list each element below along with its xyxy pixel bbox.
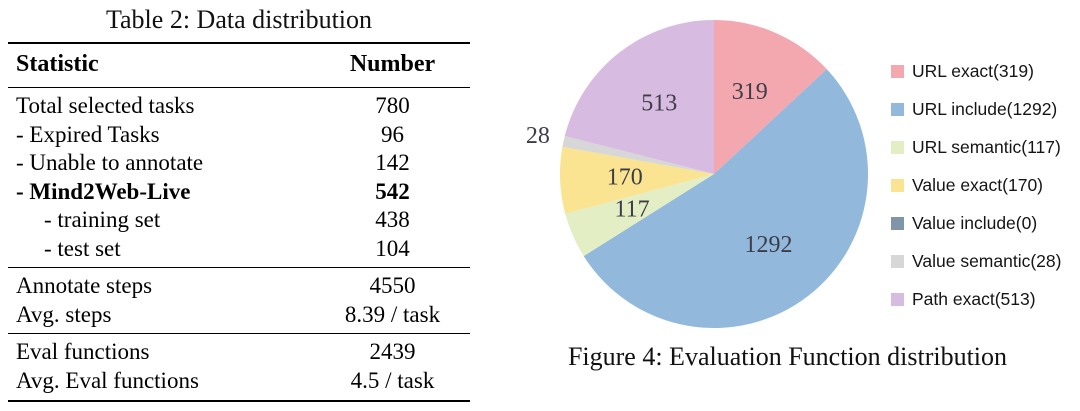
number-cell: 2439 xyxy=(369,339,416,364)
pie-slice-path-exact xyxy=(564,20,714,174)
legend-swatch-icon xyxy=(891,102,904,116)
number-cell: 8.39 / task xyxy=(344,301,441,327)
pie-slice-label: 170 xyxy=(607,165,643,191)
table-row: - training set 438 xyxy=(8,206,470,235)
statistic-cell: - Unable to annotate xyxy=(16,150,204,175)
figure-caption: Figure 4: Evaluation Function distributi… xyxy=(567,342,1008,371)
statistic-cell: Eval functions xyxy=(16,339,150,364)
statistic-cell: - training set xyxy=(44,207,161,232)
legend-label: Path exact(513) xyxy=(912,288,1036,309)
number-cell: 142 xyxy=(375,150,410,175)
legend-item: Value exact(170) xyxy=(891,166,1061,204)
table-row: - Mind2Web-Live 542 xyxy=(8,178,470,207)
legend-label: Value semantic(28) xyxy=(912,250,1062,271)
number-cell: 104 xyxy=(375,235,410,261)
legend-label: Value include(0) xyxy=(912,212,1038,233)
statistic-cell: - Expired Tasks xyxy=(16,121,160,147)
legend-item: Value include(0) xyxy=(891,204,1061,242)
table-row: Eval functions 2439 xyxy=(8,333,470,367)
table-caption: Table 2: Data distribution xyxy=(105,5,373,34)
table-row: Avg. Eval functions 4.5 / task xyxy=(8,367,470,396)
legend-swatch-icon xyxy=(891,140,904,154)
pie-slice-label: 117 xyxy=(615,197,650,223)
table-row: - Unable to annotate 142 xyxy=(8,149,470,178)
table-row: - test set 104 xyxy=(8,235,470,264)
legend-item: URL semantic(117) xyxy=(891,128,1061,166)
statistic-cell: Avg. Eval functions xyxy=(16,367,199,393)
statistic-cell: Avg. steps xyxy=(16,301,112,327)
column-header-number: Number xyxy=(349,51,436,77)
legend-swatch-icon xyxy=(891,178,904,192)
table-header-row: Statistic Number xyxy=(8,44,470,88)
legend-item: URL exact(319) xyxy=(891,52,1061,90)
number-cell: 96 xyxy=(381,121,404,147)
legend-swatch-icon xyxy=(891,292,904,306)
legend-swatch-icon xyxy=(891,64,904,78)
table: Statistic Number Total selected tasks 780… xyxy=(8,42,470,402)
legend-swatch-icon xyxy=(891,216,904,230)
statistic-cell: Annotate steps xyxy=(16,273,153,298)
legend-label: URL exact(319) xyxy=(912,60,1034,81)
pie-slice-value-semantic xyxy=(562,136,714,174)
number-cell: 438 xyxy=(375,207,410,232)
pie-slice-value-exact xyxy=(560,146,714,214)
pie-slice-url-include xyxy=(583,69,869,329)
table-row: - Expired Tasks 96 xyxy=(8,121,470,150)
pie-chart: 319 1292 117 170 28 513 xyxy=(526,20,869,329)
legend-swatch-icon xyxy=(891,254,904,268)
table-row: Avg. steps 8.39 / task xyxy=(8,301,470,330)
number-cell: 4.5 / task xyxy=(350,367,435,393)
statistic-cell: Total selected tasks xyxy=(16,93,195,118)
table-row: Annotate steps 4550 xyxy=(8,267,470,301)
pie-slice-label: 1292 xyxy=(745,232,793,258)
chart-legend: URL exact(319) URL include(1292) URL seman… xyxy=(891,52,1061,318)
pie-slice-url-semantic xyxy=(565,174,714,257)
pie-slice-label: 28 xyxy=(526,123,550,149)
pie-slice-label: 513 xyxy=(641,91,677,117)
number-cell: 542 xyxy=(375,178,410,204)
statistic-cell: - test set xyxy=(44,235,121,261)
legend-label: URL semantic(117) xyxy=(912,136,1061,157)
number-cell: 4550 xyxy=(369,273,416,298)
number-cell: 780 xyxy=(375,93,410,118)
table-row: Total selected tasks 780 xyxy=(8,92,470,121)
data-distribution-table: Table 2: Data distribution Statistic Num… xyxy=(8,0,470,402)
statistic-cell: - Mind2Web-Live xyxy=(16,178,191,204)
column-header-statistic: Statistic xyxy=(16,51,99,77)
table-body: Total selected tasks 780 - Expired Tasks 96… xyxy=(8,88,470,400)
legend-item: Value semantic(28) xyxy=(891,242,1061,280)
pie-slice-label: 319 xyxy=(732,79,768,105)
pie-slice-url-exact xyxy=(714,20,827,174)
legend-item: URL include(1292) xyxy=(891,90,1061,128)
legend-label: Value exact(170) xyxy=(912,174,1044,195)
legend-item: Path exact(513) xyxy=(891,280,1061,318)
legend-label: URL include(1292) xyxy=(912,98,1058,119)
